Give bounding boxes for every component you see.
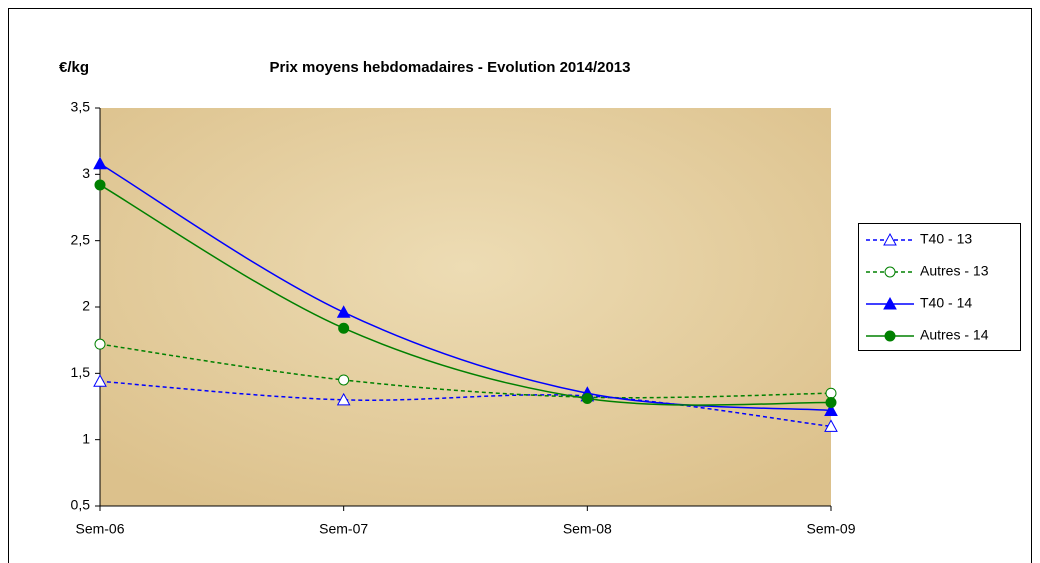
chart-title: Prix moyens hebdomadaires - Evolution 20… [270,59,631,76]
legend-label: Autres - 14 [920,327,989,343]
marker [883,232,897,246]
marker [824,419,838,432]
legend-label: T40 - 13 [920,231,972,247]
x-tick-label: Sem-06 [75,521,124,537]
marker [336,305,351,318]
y-tick-label: 1,5 [71,364,91,380]
marker [338,374,350,386]
marker [883,296,897,310]
marker [336,392,351,406]
y-tick-label: 0,5 [71,497,91,513]
marker [581,393,593,405]
y-tick-label: 2 [82,298,90,314]
y-tick-label: 1 [82,430,90,446]
marker [825,387,837,399]
series-line [99,380,832,428]
marker [825,397,837,409]
legend-label: Autres - 13 [920,263,989,279]
marker [884,330,896,342]
series-line [99,184,832,406]
marker [824,403,838,416]
series-line [99,343,832,399]
marker [93,374,107,387]
y-tick-label: 3 [82,165,90,181]
marker [93,156,107,170]
plot-area [100,108,831,506]
series-line [99,163,832,412]
marker [94,179,106,191]
marker [338,322,350,334]
marker [94,338,106,350]
y-tick-label: 3,5 [71,99,91,115]
legend-label: T40 - 14 [920,295,972,311]
y-tick-label: 2,5 [71,231,91,247]
marker [884,266,896,278]
x-tick-label: Sem-08 [563,521,612,537]
y-axis-label: €/kg [59,59,89,76]
x-tick-label: Sem-09 [806,521,855,537]
x-tick-label: Sem-07 [319,521,368,537]
